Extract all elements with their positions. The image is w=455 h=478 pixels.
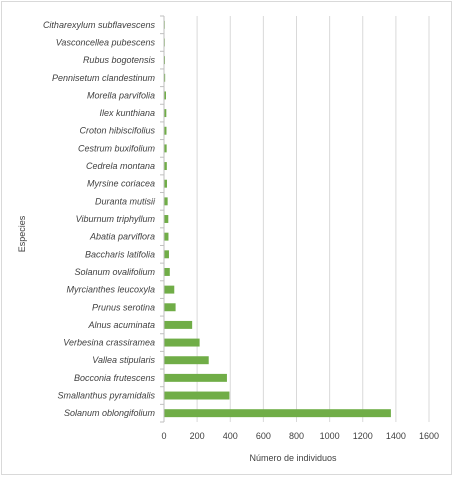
bar (164, 109, 167, 118)
category-label: Prunus serotina (92, 302, 155, 312)
category-label: Viburnum triphyllum (76, 214, 156, 224)
category-label: Croton hibiscifolius (79, 126, 155, 136)
bar (164, 320, 193, 329)
bar (164, 250, 169, 259)
bar (164, 285, 175, 294)
labels: 0 200 400 600 800 1000 1200 1400 1600 Citharexylu… (43, 20, 439, 441)
bar (164, 303, 176, 312)
category-label: Cestrum buxifolium (78, 143, 156, 153)
x-tick-label: 1000 (320, 431, 340, 441)
gridlines (196, 16, 430, 422)
category-label: Vasconcellea pubescens (56, 37, 156, 47)
bar (164, 338, 200, 347)
bar (164, 409, 391, 418)
bar (164, 373, 227, 382)
bar (164, 73, 166, 82)
bar (164, 162, 167, 171)
bar (164, 197, 168, 206)
bar (164, 232, 169, 241)
category-label: Cedrela montana (86, 161, 155, 171)
category-label: Vallea stipularis (92, 355, 155, 365)
x-tick-label: 800 (289, 431, 304, 441)
category-label: Smallanthus pyramidalis (57, 391, 155, 401)
x-axis-title: Número de individuos (249, 453, 337, 463)
axes (160, 15, 165, 423)
category-label: Solanum ovalifolium (74, 267, 155, 277)
bar (164, 179, 167, 188)
bar (164, 91, 166, 100)
category-label: Alnus acuminata (87, 320, 155, 330)
category-label: Citharexylum subflavescens (43, 20, 156, 30)
x-tick-label: 400 (223, 431, 238, 441)
x-tick-label: 0 (161, 431, 166, 441)
category-label: Solanum oblongifolium (64, 408, 156, 418)
x-tick-label: 1400 (386, 431, 406, 441)
x-tick-label: 1600 (419, 431, 439, 441)
x-tick-label: 200 (190, 431, 205, 441)
category-label: Abatia parviflora (89, 232, 155, 242)
category-label: Pennisetum clandestinum (52, 73, 156, 83)
x-tick-label: 1200 (353, 431, 373, 441)
bar (164, 144, 167, 153)
category-label: Morella parvifolia (87, 90, 155, 100)
category-label: Myrcianthes leucoxyla (66, 285, 155, 295)
category-label: Baccharis latifolia (85, 249, 155, 259)
category-label: Duranta mutisii (95, 196, 156, 206)
bars (164, 20, 391, 418)
category-label: Verbesina crassiramea (63, 338, 155, 348)
bar (164, 126, 167, 135)
category-label: Ilex kunthiana (99, 108, 155, 118)
bar (164, 391, 230, 400)
bar (164, 215, 169, 223)
category-label: Myrsine coriacea (87, 179, 155, 189)
x-tick-label: 600 (256, 431, 271, 441)
y-axis-title: Especies (17, 215, 27, 252)
bar (164, 267, 170, 276)
category-label: Bocconia frutescens (74, 373, 156, 383)
bar (164, 356, 209, 365)
category-label: Rubus bogotensis (83, 55, 156, 65)
